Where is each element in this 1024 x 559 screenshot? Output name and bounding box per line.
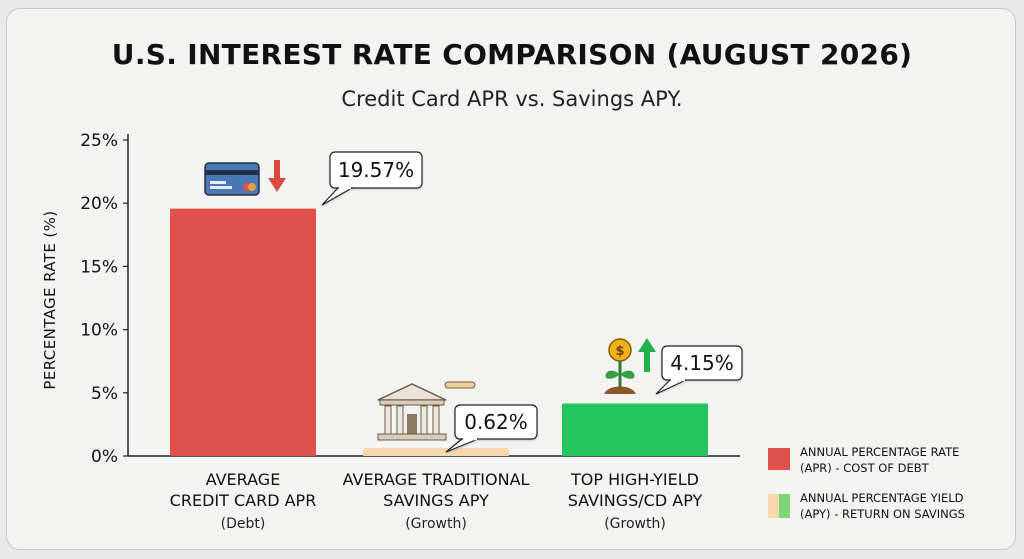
money-plant-icon: $	[604, 338, 636, 394]
category-sublabel: (Growth)	[604, 516, 666, 532]
down-arrow-icon	[268, 160, 286, 192]
legend-label: (APY) - RETURN ON SAVINGS	[800, 507, 965, 521]
up-arrow-icon	[638, 338, 656, 372]
category-label: AVERAGE	[206, 470, 281, 489]
legend: ANNUAL PERCENTAGE RATE (APR) - COST OF DE…	[768, 445, 965, 521]
callout-box	[661, 345, 743, 381]
category-label: SAVINGS APY	[383, 491, 489, 510]
y-tick-label: 0%	[91, 447, 118, 467]
category-sublabel: (Debt)	[221, 516, 266, 532]
bar	[363, 448, 509, 456]
legend-label: ANNUAL PERCENTAGE RATE	[800, 445, 959, 459]
x-labels: AVERAGE CREDIT CARD APR (Debt) AVERAGE TRAD…	[170, 470, 703, 532]
legend-label: (APR) - COST OF DEBT	[800, 461, 930, 475]
legend-swatch	[779, 494, 790, 518]
legend-label: ANNUAL PERCENTAGE YIELD	[800, 491, 964, 505]
category-label: TOP HIGH-YIELD	[570, 470, 699, 489]
category-label: SAVINGS/CD APY	[568, 491, 703, 510]
legend-swatch	[768, 448, 790, 470]
category-label: CREDIT CARD APR	[170, 491, 317, 510]
data-label: 19.57%	[338, 158, 414, 182]
y-tick-label: 20%	[80, 194, 118, 214]
y-tick-label: 10%	[80, 321, 118, 341]
data-label-callout	[655, 345, 743, 395]
callout-box	[454, 404, 538, 440]
chart-subtitle: Credit Card APR vs. Savings APY.	[341, 87, 683, 111]
y-tick-label: 25%	[80, 131, 118, 151]
callout-box	[329, 151, 423, 189]
category-sublabel: (Growth)	[405, 516, 467, 532]
data-labels: 19.57% 0.62% 4.15%	[321, 151, 743, 453]
y-tick-label: 5%	[91, 384, 118, 404]
bars	[170, 208, 708, 456]
y-axis: 0% 5% 10% 15% 20% 25% PERCENTAGE RATE (%)	[41, 131, 740, 467]
y-axis-label: PERCENTAGE RATE (%)	[41, 210, 59, 389]
callout-tail	[321, 187, 355, 206]
dash-icon	[444, 381, 476, 389]
svg-text:$: $	[615, 344, 624, 359]
data-label-callout	[321, 151, 423, 206]
category-label: AVERAGE TRADITIONAL	[343, 470, 530, 489]
bar	[562, 403, 708, 456]
chart-title: U.S. INTEREST RATE COMPARISON (AUGUST 20…	[111, 38, 913, 71]
data-label: 4.15%	[670, 351, 734, 375]
data-label: 0.62%	[464, 410, 528, 434]
y-tick-label: 15%	[80, 257, 118, 277]
bank-icon	[377, 383, 447, 441]
credit-card-icon	[204, 162, 260, 196]
legend-swatch	[768, 494, 779, 518]
callout-tail	[655, 379, 687, 395]
data-label-callout	[445, 404, 538, 453]
bar	[170, 208, 316, 456]
